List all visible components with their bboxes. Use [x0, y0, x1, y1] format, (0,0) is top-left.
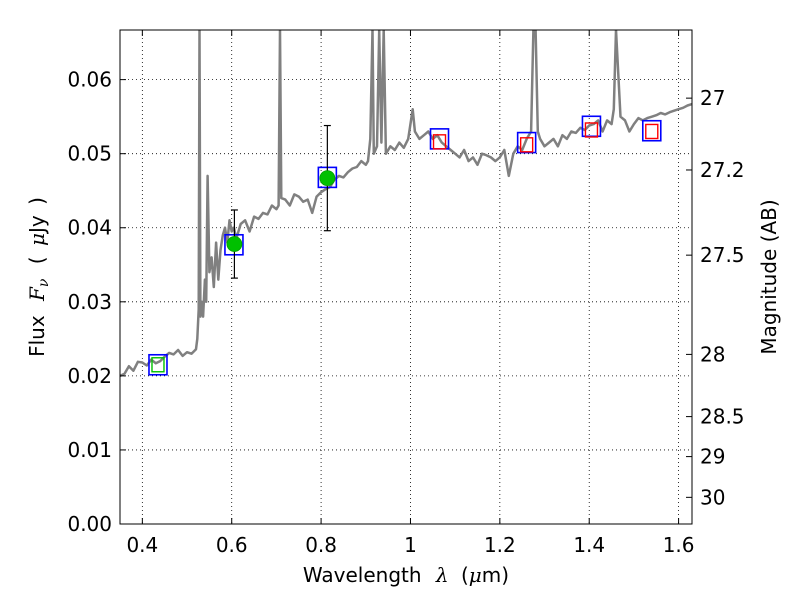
detection-point [226, 236, 243, 252]
y2-axis-label: Magnitude (AB) [757, 199, 781, 354]
plot-frame [119, 29, 693, 525]
y2-tick-label: 27 [700, 86, 725, 110]
y-tick-label: 0.00 [67, 512, 112, 536]
y-axis-label-unit-rest: Jy [25, 215, 49, 235]
x-tick-label: 1 [404, 533, 417, 557]
x-tick-label: 0.6 [216, 533, 248, 557]
x-tick-label: 0.4 [126, 533, 158, 557]
nir-limit-square [645, 123, 659, 140]
model-flux-square [581, 115, 602, 138]
axis-ticks: 0.4 0.6 0.8 1 1.2 1.4 1.6 0.00 0.01 0.02 0.03 0.04 0… [67, 30, 745, 557]
model-flux-square [641, 119, 662, 142]
x-axis-label-symbol: λ [435, 563, 449, 587]
y-axis-label-unit-mu: μ [25, 233, 49, 246]
data-markers [148, 115, 662, 376]
y-tick-label: 0.01 [67, 438, 112, 462]
y-axis-label: Flux Fν ( μJy ) [25, 197, 53, 357]
y2-tick-label: 30 [700, 485, 725, 509]
x-axis-label-unit-open: ( [461, 563, 469, 587]
nir-limit-square [584, 122, 599, 138]
y2-tick-label: 27.5 [700, 243, 745, 267]
y-axis-label-unit-close: ) [25, 197, 49, 205]
y-tick-label: 0.04 [67, 216, 112, 240]
y-tick-label: 0.05 [67, 142, 112, 166]
x-axis-label: Wavelength λ (μm) [303, 563, 509, 587]
x-tick-label: 1.6 [663, 533, 695, 557]
y2-tick-label: 28 [700, 342, 725, 366]
model-flux-square [148, 353, 168, 376]
nir-limit-square [519, 137, 534, 153]
y-tick-label: 0.03 [67, 290, 112, 314]
x-axis-label-unit-mu: μ [469, 563, 482, 587]
nir-limit-square [432, 134, 447, 150]
y-axis-label-symbol-sub: ν [36, 278, 52, 287]
y-axis-label-symbol: F [25, 286, 49, 302]
upper-limit-square [151, 357, 165, 373]
detection-point [319, 170, 336, 187]
y-tick-label: 0.02 [67, 364, 112, 388]
x-tick-label: 1.4 [573, 533, 605, 557]
plot-area [120, 30, 692, 378]
x-tick-label: 0.8 [305, 533, 337, 557]
y-axis-label-text: Flux [25, 315, 49, 357]
y2-tick-label: 29 [700, 445, 725, 469]
y-tick-label: 0.06 [67, 68, 112, 92]
x-axis-label-text: Wavelength [303, 563, 422, 587]
x-axis-label-unit-rest: m) [482, 563, 509, 587]
y2-tick-label: 28.5 [700, 405, 745, 429]
y-axis-label-unit-open: ( [25, 256, 49, 264]
x-tick-label: 1.2 [484, 533, 516, 557]
y2-tick-label: 27.2 [700, 158, 745, 182]
model-spectrum-line [120, 30, 692, 378]
model-flux-square [516, 131, 537, 154]
